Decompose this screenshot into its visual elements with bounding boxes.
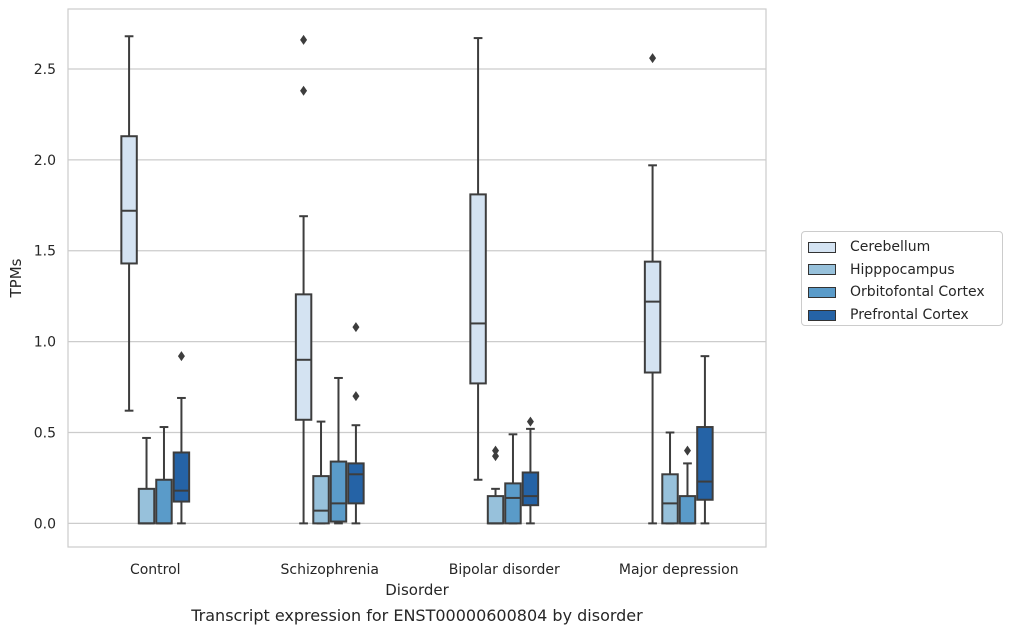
box xyxy=(469,193,487,385)
y-tick-label: 2.0 xyxy=(34,153,56,169)
legend: Cerebellum Hipppocampus Orbitofontal Corte… xyxy=(801,231,1003,326)
y-tick-labels: 0.0 0.5 1.0 1.5 2.0 2.5 xyxy=(34,62,56,532)
box xyxy=(678,495,697,525)
box xyxy=(696,426,714,501)
legend-swatch xyxy=(808,241,836,253)
box xyxy=(504,482,522,525)
outlier-point xyxy=(526,416,534,427)
outlier-point xyxy=(492,445,500,456)
box xyxy=(486,495,505,525)
box-hipppocampus-2 xyxy=(486,445,505,525)
y-tick-label: 0.0 xyxy=(34,516,56,532)
box-prefrontal-cortex-1 xyxy=(347,322,365,525)
box-hipppocampus-1 xyxy=(312,420,330,525)
y-tick-label: 2.5 xyxy=(34,62,56,78)
outlier-point xyxy=(352,391,360,402)
box xyxy=(294,293,313,421)
legend-swatch xyxy=(808,286,836,298)
box-cerebellum-1 xyxy=(294,34,313,525)
y-tick-label: 1.5 xyxy=(34,244,56,260)
y-axis-title: TPMs xyxy=(7,258,25,298)
x-tick-labels: Control Schizophrenia Bipolar disorder Majo… xyxy=(130,562,739,578)
box xyxy=(120,135,138,265)
legend-item: Prefrontal Cortex xyxy=(808,304,1002,327)
legend-label: Orbitofontal Cortex xyxy=(850,284,985,301)
box xyxy=(137,487,156,525)
gridlines xyxy=(68,68,766,524)
legend-item: Orbitofontal Cortex xyxy=(808,281,1002,304)
outlier-point xyxy=(683,445,691,456)
legend-label: Prefrontal Cortex xyxy=(850,307,969,324)
figure-caption: Transcript expression for ENST0000060080… xyxy=(191,606,643,625)
box-orbitofontal-cortex-3 xyxy=(678,445,697,525)
outlier-point xyxy=(352,322,360,333)
box xyxy=(521,471,540,507)
box xyxy=(347,462,365,505)
box xyxy=(661,473,679,525)
outlier-point xyxy=(177,351,185,362)
x-axis-title: Disorder xyxy=(385,581,449,599)
legend-label: Cerebellum xyxy=(850,239,931,256)
outlier-point xyxy=(300,34,308,45)
legend-label: Hipppocampus xyxy=(850,261,955,278)
plot-area xyxy=(67,8,767,548)
outlier-point xyxy=(300,85,308,96)
box-prefrontal-cortex-0 xyxy=(172,351,191,525)
box-orbitofontal-cortex-0 xyxy=(155,426,173,525)
legend-swatch xyxy=(808,309,836,321)
y-tick-label: 0.5 xyxy=(34,425,56,441)
legend-item: Hipppocampus xyxy=(808,259,1002,282)
box xyxy=(643,260,662,374)
box xyxy=(172,451,191,503)
x-tick-label: Control xyxy=(130,562,181,578)
outlier-point xyxy=(492,451,500,462)
y-tick-label: 1.0 xyxy=(34,335,56,351)
x-tick-label: Major depression xyxy=(619,562,739,578)
box-orbitofontal-cortex-2 xyxy=(504,433,522,525)
box-hipppocampus-0 xyxy=(137,436,156,525)
outlier-point xyxy=(649,53,657,64)
x-tick-label: Bipolar disorder xyxy=(449,562,560,578)
box-cerebellum-2 xyxy=(469,37,487,481)
box-cerebellum-3 xyxy=(643,53,662,525)
box-orbitofontal-cortex-1 xyxy=(329,376,348,525)
box xyxy=(329,460,348,523)
boxplot-boxes xyxy=(120,34,714,525)
legend-swatch xyxy=(808,264,836,276)
box xyxy=(155,478,173,525)
legend-item: Cerebellum xyxy=(808,236,1002,259)
box-cerebellum-0 xyxy=(120,35,138,412)
x-tick-label: Schizophrenia xyxy=(281,562,379,578)
box-prefrontal-cortex-3 xyxy=(696,355,714,525)
box-prefrontal-cortex-2 xyxy=(521,416,540,525)
box-hipppocampus-3 xyxy=(661,431,679,525)
box xyxy=(312,475,330,525)
